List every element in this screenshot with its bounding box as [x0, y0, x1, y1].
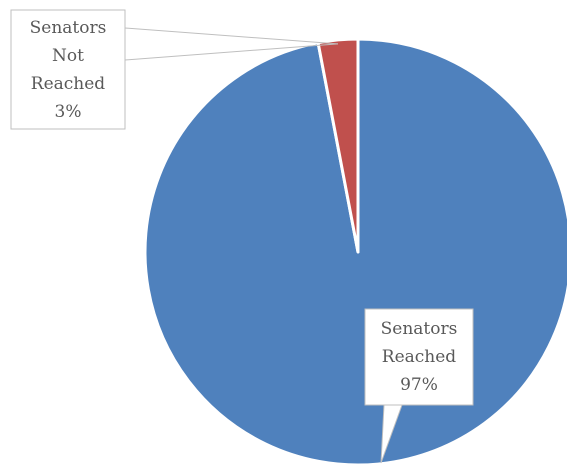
callout-senators-reached: Senators Reached 97%: [364, 308, 474, 406]
leader-line-senators-not-reached: [124, 27, 339, 45]
callout-percent-not-reached: 3%: [55, 102, 82, 122]
pie-slices: [143, 37, 567, 466]
leader-line-senators-not-reached-lower: [124, 43, 339, 61]
callout-label-line-2-not-reached: Not: [52, 46, 84, 66]
callout-percent-reached: 97%: [400, 375, 438, 395]
callout-box-senators-reached: [364, 308, 474, 406]
callout-label-line-3-not-reached: Reached: [31, 74, 106, 94]
callout-box-senators-not-reached: [10, 9, 126, 130]
callout-senators-not-reached: Senators Not Reached 3%: [10, 9, 126, 130]
callout-label-line-2-reached: Reached: [382, 347, 457, 367]
callout-label-line-1-not-reached: Senators: [30, 18, 107, 38]
callout-label-line-1-reached: Senators: [381, 319, 458, 339]
